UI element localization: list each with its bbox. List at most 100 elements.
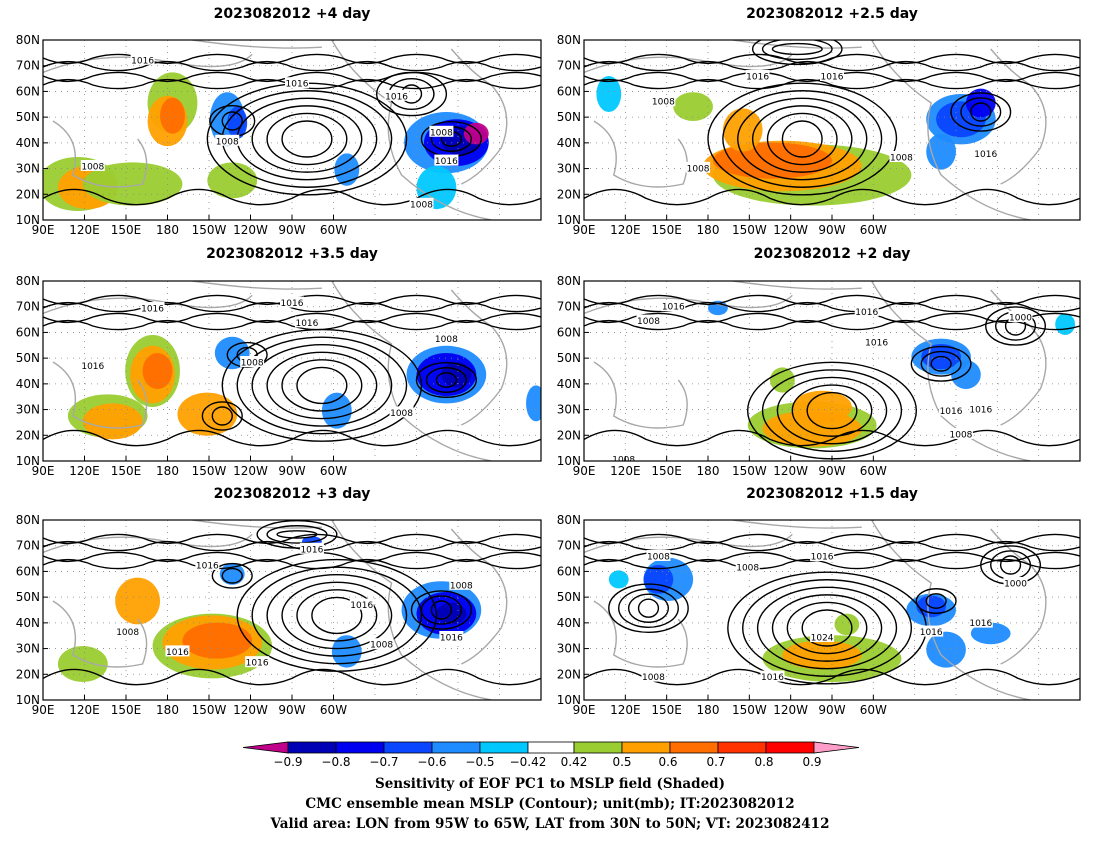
sensitivity-area <box>916 595 947 618</box>
contour-line <box>618 588 679 628</box>
sensitivity-area <box>792 390 852 424</box>
lat-label: 10N <box>16 213 40 227</box>
panel-body: 1016 1016 1008 1016 1016 1016 1008 1008 1016 <box>43 520 541 700</box>
colorbar-label-12: 0.9 <box>802 755 822 769</box>
coastline-north-america-west <box>871 40 1031 220</box>
contour-label-bg <box>919 625 944 637</box>
contour-label: 1016 <box>746 73 769 83</box>
contour-label: 1016 <box>141 305 164 315</box>
contour-line <box>430 600 453 620</box>
contour-label: 1008 <box>652 98 675 108</box>
contour-label: 1016 <box>940 407 963 417</box>
contour-label: 1008 <box>642 673 665 683</box>
lon-label: 120E <box>69 464 100 478</box>
contour-label: 1008 <box>637 317 660 327</box>
colorbar-swatch <box>621 741 671 754</box>
contour-labels: 1016 1016 1008 1016 1016 1016 1008 1008 1016 <box>115 542 474 669</box>
contour-line <box>707 82 898 196</box>
contour-label: 1008 <box>241 359 264 369</box>
contour-line <box>281 581 393 650</box>
lon-label: 60W <box>320 703 347 717</box>
lon-label: 120W <box>773 464 808 478</box>
contour-label-bg <box>245 656 270 668</box>
contour-label: 1008 <box>687 164 710 174</box>
contour-line <box>43 429 541 447</box>
contour-label-bg <box>968 616 993 628</box>
sensitivity-area <box>334 153 360 186</box>
contour-line <box>584 188 1080 206</box>
contour-line <box>584 60 1080 72</box>
lon-label: 120E <box>69 223 100 237</box>
contour-line <box>766 112 838 166</box>
sensitivity-area <box>441 362 472 388</box>
coastline-asia-east <box>52 120 148 188</box>
lat-label: 80N <box>16 33 40 47</box>
lon-label: 150E <box>111 464 142 478</box>
contour-label: 1016 <box>350 601 373 611</box>
contour-line <box>584 319 1080 331</box>
colorbar-swatch <box>383 741 433 754</box>
contour-label-bg <box>409 197 434 209</box>
contour-label-bg <box>384 89 409 101</box>
sensitivity-area <box>219 563 245 585</box>
contour-line <box>296 366 348 405</box>
contour-line <box>910 345 972 382</box>
contour-line <box>584 429 1080 447</box>
contour-label-bg <box>115 625 140 637</box>
lat-label: 60N <box>557 84 581 98</box>
contour-line <box>266 351 378 420</box>
map-panel-1: 1016 1016 1008 1008 1016 1008 1016 1008 10N 20N 30… <box>16 33 542 237</box>
contour-line <box>425 367 467 393</box>
lon-label: 90W <box>278 223 305 237</box>
contour-label-bg <box>745 70 770 81</box>
contour-line <box>925 593 947 609</box>
contour-line <box>43 668 541 686</box>
contour-labels: 1008 1016 1008 1000 1016 1016 1024 1016 1008 <box>641 550 1028 683</box>
contour-label: 1016 <box>281 299 304 309</box>
coastline-asia-east <box>593 120 688 188</box>
contour-line <box>43 558 541 570</box>
colorbar-swatch <box>717 741 767 754</box>
contour-label-bg <box>820 70 844 81</box>
lon-label: 90W <box>278 464 305 478</box>
sensitivity-area <box>834 613 860 636</box>
lat-label: 70N <box>16 300 40 314</box>
contour-label-bg <box>215 134 240 146</box>
lon-label: 90W <box>278 703 305 717</box>
mslp-contours <box>43 520 541 686</box>
contour-label-bg <box>449 578 474 590</box>
contour-label: 1008 <box>390 409 413 419</box>
colorbar-swatch <box>287 741 337 754</box>
sensitivity-area <box>82 162 183 206</box>
lat-label: 70N <box>557 539 581 553</box>
sensitivity-area <box>970 622 1011 645</box>
contour-label-bg <box>611 453 636 461</box>
contour-label-bg <box>686 161 711 173</box>
lat-label: 60N <box>557 564 581 578</box>
lat-label: 20N <box>16 187 40 201</box>
lon-label: 150E <box>651 703 682 717</box>
panel-axes: 10N 20N 30N 40N 50N 60N 70N 80N 90E 120E 150E 180 15… <box>16 274 347 478</box>
lon-label: 180 <box>697 464 720 478</box>
panel-axes: 10N 20N 30N 40N 50N 60N 70N 80N 90E 120E 150E 180 15… <box>557 274 887 478</box>
contour-label: 1008 <box>612 456 635 466</box>
contour-label-bg <box>80 359 105 371</box>
contour-line <box>584 78 1080 90</box>
lon-label: 120W <box>233 464 268 478</box>
lat-label: 30N <box>16 403 40 417</box>
lon-label: 90W <box>818 703 845 717</box>
lat-label: 10N <box>557 213 581 227</box>
lon-label: 120W <box>233 703 268 717</box>
contour-label: 1008 <box>647 553 670 563</box>
contour-label-bg <box>130 53 155 65</box>
colorbar-label-6: −0.42 <box>509 755 547 769</box>
contour-line <box>761 369 903 452</box>
coastline-north-america-west <box>871 520 1031 700</box>
lat-label: 30N <box>557 642 581 656</box>
lat-label: 50N <box>557 351 581 365</box>
contour-line <box>43 319 541 331</box>
contour-label-bg <box>889 151 914 162</box>
lon-label: 120W <box>773 223 808 237</box>
contour-label: 1008 <box>950 431 973 441</box>
